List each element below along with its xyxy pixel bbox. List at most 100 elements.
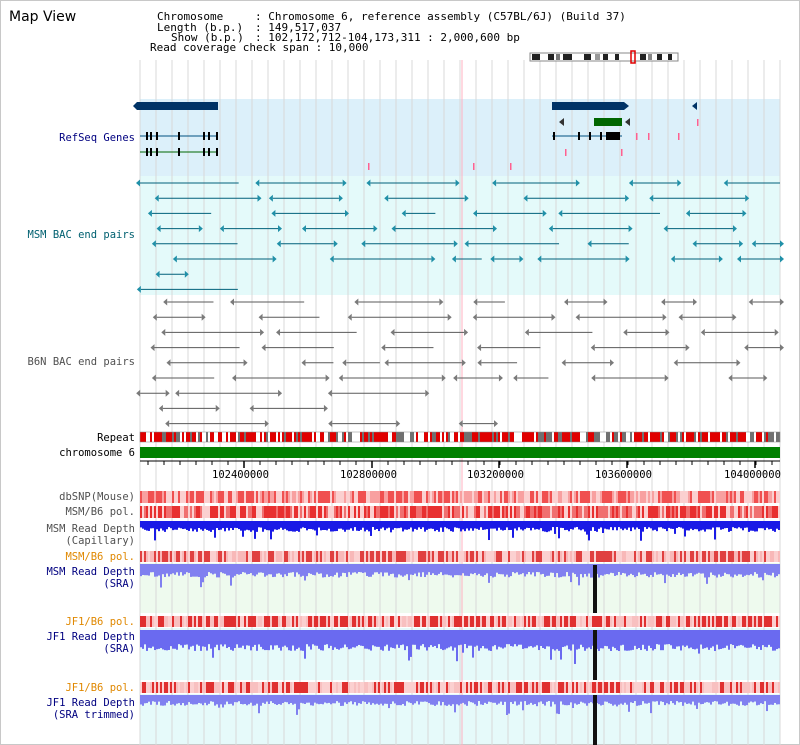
polymorphism-cell	[714, 506, 716, 518]
polymorphism-cell	[220, 551, 222, 562]
depth-bar	[526, 695, 528, 705]
depth-bar	[294, 630, 296, 651]
depth-bar	[220, 564, 222, 573]
polymorphism-cell	[198, 551, 200, 562]
repeat-segment	[622, 432, 624, 442]
polymorphism-cell	[158, 491, 160, 503]
polymorphism-cell	[168, 551, 170, 562]
repeat-segment	[362, 432, 364, 442]
polymorphism-cell	[724, 491, 726, 503]
polymorphism-cell	[240, 682, 242, 693]
repeat-segment	[232, 432, 234, 442]
repeat-segment	[518, 432, 520, 442]
repeat-track-frame	[139, 431, 781, 443]
polymorphism-cell	[218, 506, 220, 518]
polymorphism-cell	[608, 491, 610, 503]
depth-bar	[356, 521, 358, 531]
ideogram-band	[556, 54, 560, 60]
depth-bar	[704, 521, 706, 532]
depth-bar	[750, 695, 752, 702]
depth-bar	[390, 695, 392, 705]
repeat-segment	[194, 432, 196, 442]
depth-bar	[730, 630, 732, 645]
depth-bar	[548, 521, 550, 532]
depth-bar	[544, 695, 546, 706]
depth-bar	[320, 630, 322, 651]
polymorphism-cell	[214, 506, 216, 518]
polymorphism-cell	[348, 506, 350, 518]
depth-bar	[522, 564, 524, 574]
depth-bar	[372, 630, 374, 646]
repeat-segment	[778, 432, 780, 442]
polymorphism-cell	[600, 616, 602, 627]
depth-bar	[160, 521, 162, 529]
polymorphism-cell	[490, 551, 492, 562]
repeat-segment	[728, 432, 730, 442]
depth-bar	[440, 695, 442, 706]
polymorphism-cell	[262, 491, 264, 503]
polymorphism-cell	[438, 616, 440, 627]
repeat-segment	[522, 432, 524, 442]
polymorphism-cell	[638, 616, 640, 627]
depth-bar	[298, 630, 300, 648]
polymorphism-cell	[384, 682, 386, 693]
depth-bar	[372, 695, 374, 704]
repeat-segment	[612, 432, 614, 442]
polymorphism-cell	[514, 616, 516, 627]
depth-bar	[156, 630, 158, 650]
polymorphism-cell	[618, 616, 620, 627]
polymorphism-cell	[344, 506, 346, 518]
depth-bar	[292, 630, 294, 646]
polymorphism-cell	[682, 491, 684, 503]
bac-end-marker	[519, 255, 524, 263]
depth-bar	[230, 695, 232, 704]
depth-bar	[336, 521, 338, 532]
track-label-refseq-genes[interactable]: RefSeq Genes	[59, 132, 135, 144]
polymorphism-cell	[606, 682, 608, 693]
polymorphism-cell	[746, 506, 748, 518]
polymorphism-cell	[468, 616, 470, 627]
depth-bar	[254, 630, 256, 645]
depth-bar	[530, 630, 532, 647]
depth-bar	[752, 630, 754, 645]
depth-bar	[566, 695, 568, 706]
polymorphism-cell	[348, 551, 350, 562]
polymorphism-cell	[284, 551, 286, 562]
bac-end-marker	[268, 194, 273, 202]
polymorphism-cell	[180, 682, 182, 693]
bac-end-marker	[678, 313, 683, 321]
repeat-segment	[508, 432, 510, 442]
polymorphism-cell	[722, 551, 724, 562]
depth-bar	[586, 630, 588, 649]
track-label-msm-depth-sra-sub: (SRA)	[103, 578, 135, 590]
track-label-msm-b6-pol-sra: MSM/B6 pol.	[65, 551, 135, 563]
depth-bar	[510, 630, 512, 647]
depth-bar	[742, 695, 744, 706]
bac-end-marker	[625, 255, 630, 263]
depth-bar	[438, 695, 440, 702]
polymorphism-cell	[322, 682, 324, 693]
depth-bar	[166, 630, 168, 651]
bac-end-marker	[732, 225, 737, 233]
depth-bar	[154, 564, 156, 577]
track-label-b6n-bac[interactable]: B6N BAC end pairs	[27, 356, 135, 368]
depth-bar	[402, 630, 404, 645]
depth-bar	[234, 630, 236, 649]
track-label-msm-bac[interactable]: MSM BAC end pairs	[27, 229, 135, 241]
depth-bar	[680, 521, 682, 528]
depth-bar	[214, 630, 216, 648]
depth-bar	[216, 521, 218, 529]
depth-bar	[692, 564, 694, 577]
polymorphism-cell	[660, 551, 662, 562]
bac-end-marker	[625, 194, 630, 202]
polymorphism-cell	[178, 491, 180, 503]
depth-bar	[678, 630, 680, 647]
depth-bar	[600, 564, 602, 576]
gene-span	[137, 102, 218, 110]
polymorphism-cell	[694, 682, 696, 693]
repeat-segment	[636, 432, 638, 442]
track-label-msm-depth-sra: MSM Read Depth	[46, 566, 135, 578]
depth-bar	[522, 695, 524, 711]
gene-marker-pink	[697, 119, 699, 126]
